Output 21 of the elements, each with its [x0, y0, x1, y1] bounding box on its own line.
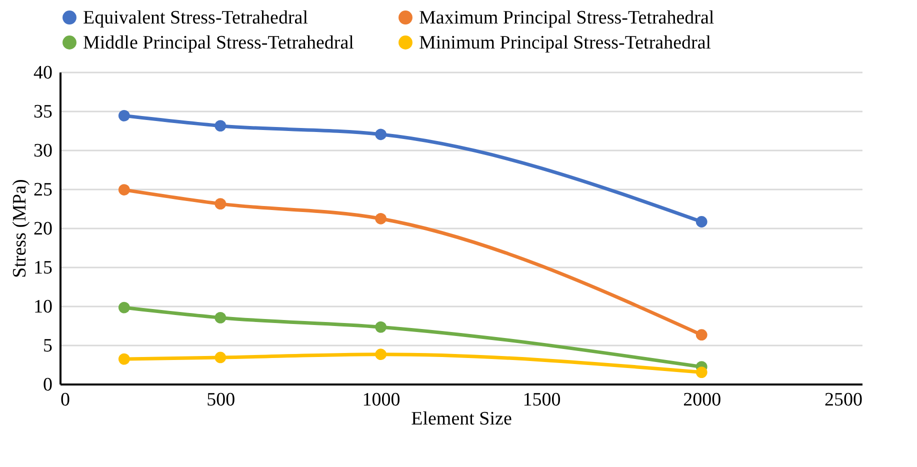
y-tick-label: 5 — [43, 336, 52, 356]
legend-label: Minimum Principal Stress-Tetrahedral — [419, 32, 712, 54]
y-tick-label: 25 — [34, 180, 52, 200]
x-tick-label: 1000 — [362, 390, 400, 410]
x-tick-label: 500 — [206, 390, 236, 410]
y-tick-label: 35 — [34, 102, 52, 122]
y-tick-label: 10 — [34, 296, 52, 318]
x-tick-label: 2000 — [683, 390, 722, 410]
legend-label: Equivalent Stress-Tetrahedral — [83, 8, 308, 29]
y-tick-label: 20 — [34, 218, 52, 240]
y-tick-label: 0 — [43, 374, 52, 396]
x-tick-label: 1500 — [522, 390, 561, 410]
x-axis-title: Element Size — [411, 408, 512, 430]
y-tick-label: 30 — [34, 140, 52, 162]
y-axis-title: Stress (MPa) — [10, 179, 30, 278]
legend-label: Middle Principal Stress-Tetrahedral — [83, 32, 354, 54]
x-tick-label: 0 — [60, 390, 70, 410]
y-tick-label: 15 — [34, 258, 52, 278]
x-tick-label: 2500 — [824, 390, 862, 410]
y-tick-label: 40 — [34, 62, 52, 84]
legend-label: Maximum Principal Stress-Tetrahedral — [419, 8, 714, 29]
